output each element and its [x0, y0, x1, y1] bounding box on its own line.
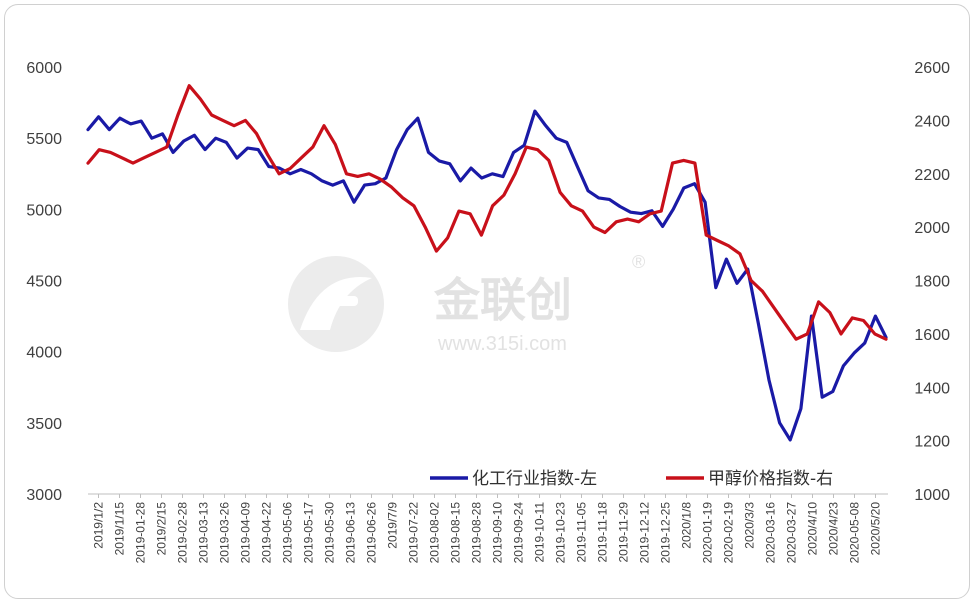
right-y-tick-label: 1400: [914, 380, 950, 397]
x-tick-label: 2019-11-29: [617, 502, 631, 563]
watermark-registered: ®: [632, 252, 645, 272]
x-tick-label: 2020/4/10: [806, 502, 820, 556]
watermark-logo: [288, 256, 384, 352]
x-tick-label: 2020-01-19: [701, 502, 715, 564]
right-y-tick-label: 1800: [914, 274, 950, 291]
left-y-tick-label: 4000: [26, 345, 62, 362]
x-tick-label: 2019-12-12: [638, 502, 652, 564]
legend-label-methanol: 甲醇价格指数-右: [708, 469, 833, 489]
x-tick-label: 2020/1/8: [680, 502, 694, 549]
left-y-tick-label: 3500: [26, 416, 62, 433]
x-tick-label: 2019-04-22: [260, 502, 274, 564]
watermark-brand: 金联创: [433, 273, 572, 327]
x-tick-label: 2020/3/3: [743, 502, 757, 549]
x-tick-label: 2019-11-05: [575, 502, 589, 563]
x-tick-label: 2019-09-10: [491, 502, 505, 564]
left-y-tick-label: 6000: [26, 60, 62, 77]
x-tick-label: 2020-05-08: [848, 502, 862, 564]
x-tick-label: 2019-05-06: [281, 502, 295, 564]
x-tick-label: 2019-06-13: [344, 502, 358, 564]
x-tick-label: 2020/4/23: [827, 502, 841, 556]
chart-frame: [4, 4, 970, 599]
left-y-axis: 3000 3500 4000 4500 5000 5500 6000: [26, 60, 62, 504]
x-tick-label: 2019-08-28: [470, 502, 484, 564]
x-tick-label: 2019-08-15: [449, 502, 463, 564]
right-y-tick-label: 2600: [914, 60, 950, 77]
series-line-methanol-index: [86, 84, 888, 341]
watermark-url: www.315i.com: [437, 333, 567, 355]
x-tick-label: 2019-03-13: [197, 502, 211, 564]
x-tick-label: 2019-04-09: [239, 502, 253, 564]
right-y-tick-label: 1200: [914, 434, 950, 451]
x-tick-label: 2019-10-23: [554, 502, 568, 564]
right-y-tick-label: 2200: [914, 167, 950, 184]
x-tick-label: 2020-03-27: [785, 502, 799, 564]
x-tick-label: 2019-03-26: [218, 502, 232, 564]
left-y-tick-label: 5500: [26, 131, 62, 148]
legend: 化工行业指数-左 甲醇价格指数-右: [430, 469, 833, 489]
series-line-chemical-index: [86, 109, 888, 442]
x-tick-label: 2020-03-16: [764, 502, 778, 564]
x-tick-label: 2019-01-28: [134, 502, 148, 564]
series-layer: [86, 84, 888, 442]
left-y-tick-label: 5000: [26, 202, 62, 219]
x-tick-label: 2020/5/20: [869, 502, 883, 556]
x-tick-label: 2019-05-17: [302, 502, 316, 564]
legend-label-chemical: 化工行业指数-左: [472, 469, 597, 489]
x-tick-label: 2019-12-25: [659, 502, 673, 564]
x-tick-label: 2019/2/15: [155, 502, 169, 556]
right-y-axis: 1000 1200 1400 1600 1800 2000 2200 2400 2600: [914, 60, 950, 504]
right-y-tick-label: 1600: [914, 327, 950, 344]
x-tick-label: 2019-08-02: [428, 502, 442, 564]
x-tick-label: 2019-10-11: [533, 502, 547, 563]
x-tick-label: 2019/1/2: [92, 502, 106, 549]
x-tick-label: 2019-11-18: [596, 502, 610, 563]
right-y-tick-label: 2400: [914, 113, 950, 130]
right-y-tick-label: 1000: [914, 487, 950, 504]
watermark: 金联创 ® www.315i.com: [288, 252, 645, 355]
x-tick-label: 2019/7/9: [386, 502, 400, 549]
x-tick-label: 2019-02-28: [176, 502, 190, 564]
x-tick-label: 2019-09-24: [512, 502, 526, 564]
x-tick-label: 2019/1/15: [113, 502, 127, 556]
x-tick-label: 2019-07-22: [407, 502, 421, 564]
x-tick-label: 2020-02-19: [722, 502, 736, 564]
left-y-tick-label: 4500: [26, 274, 62, 291]
right-y-tick-label: 2000: [914, 220, 950, 237]
x-axis: 2019/1/2 2019/1/15 2019-01-28 2019/2/15 2019…: [92, 494, 883, 563]
left-y-tick-label: 3000: [26, 487, 62, 504]
x-tick-label: 2019-06-26: [365, 502, 379, 564]
x-tick-label: 2019-05-30: [323, 502, 337, 564]
